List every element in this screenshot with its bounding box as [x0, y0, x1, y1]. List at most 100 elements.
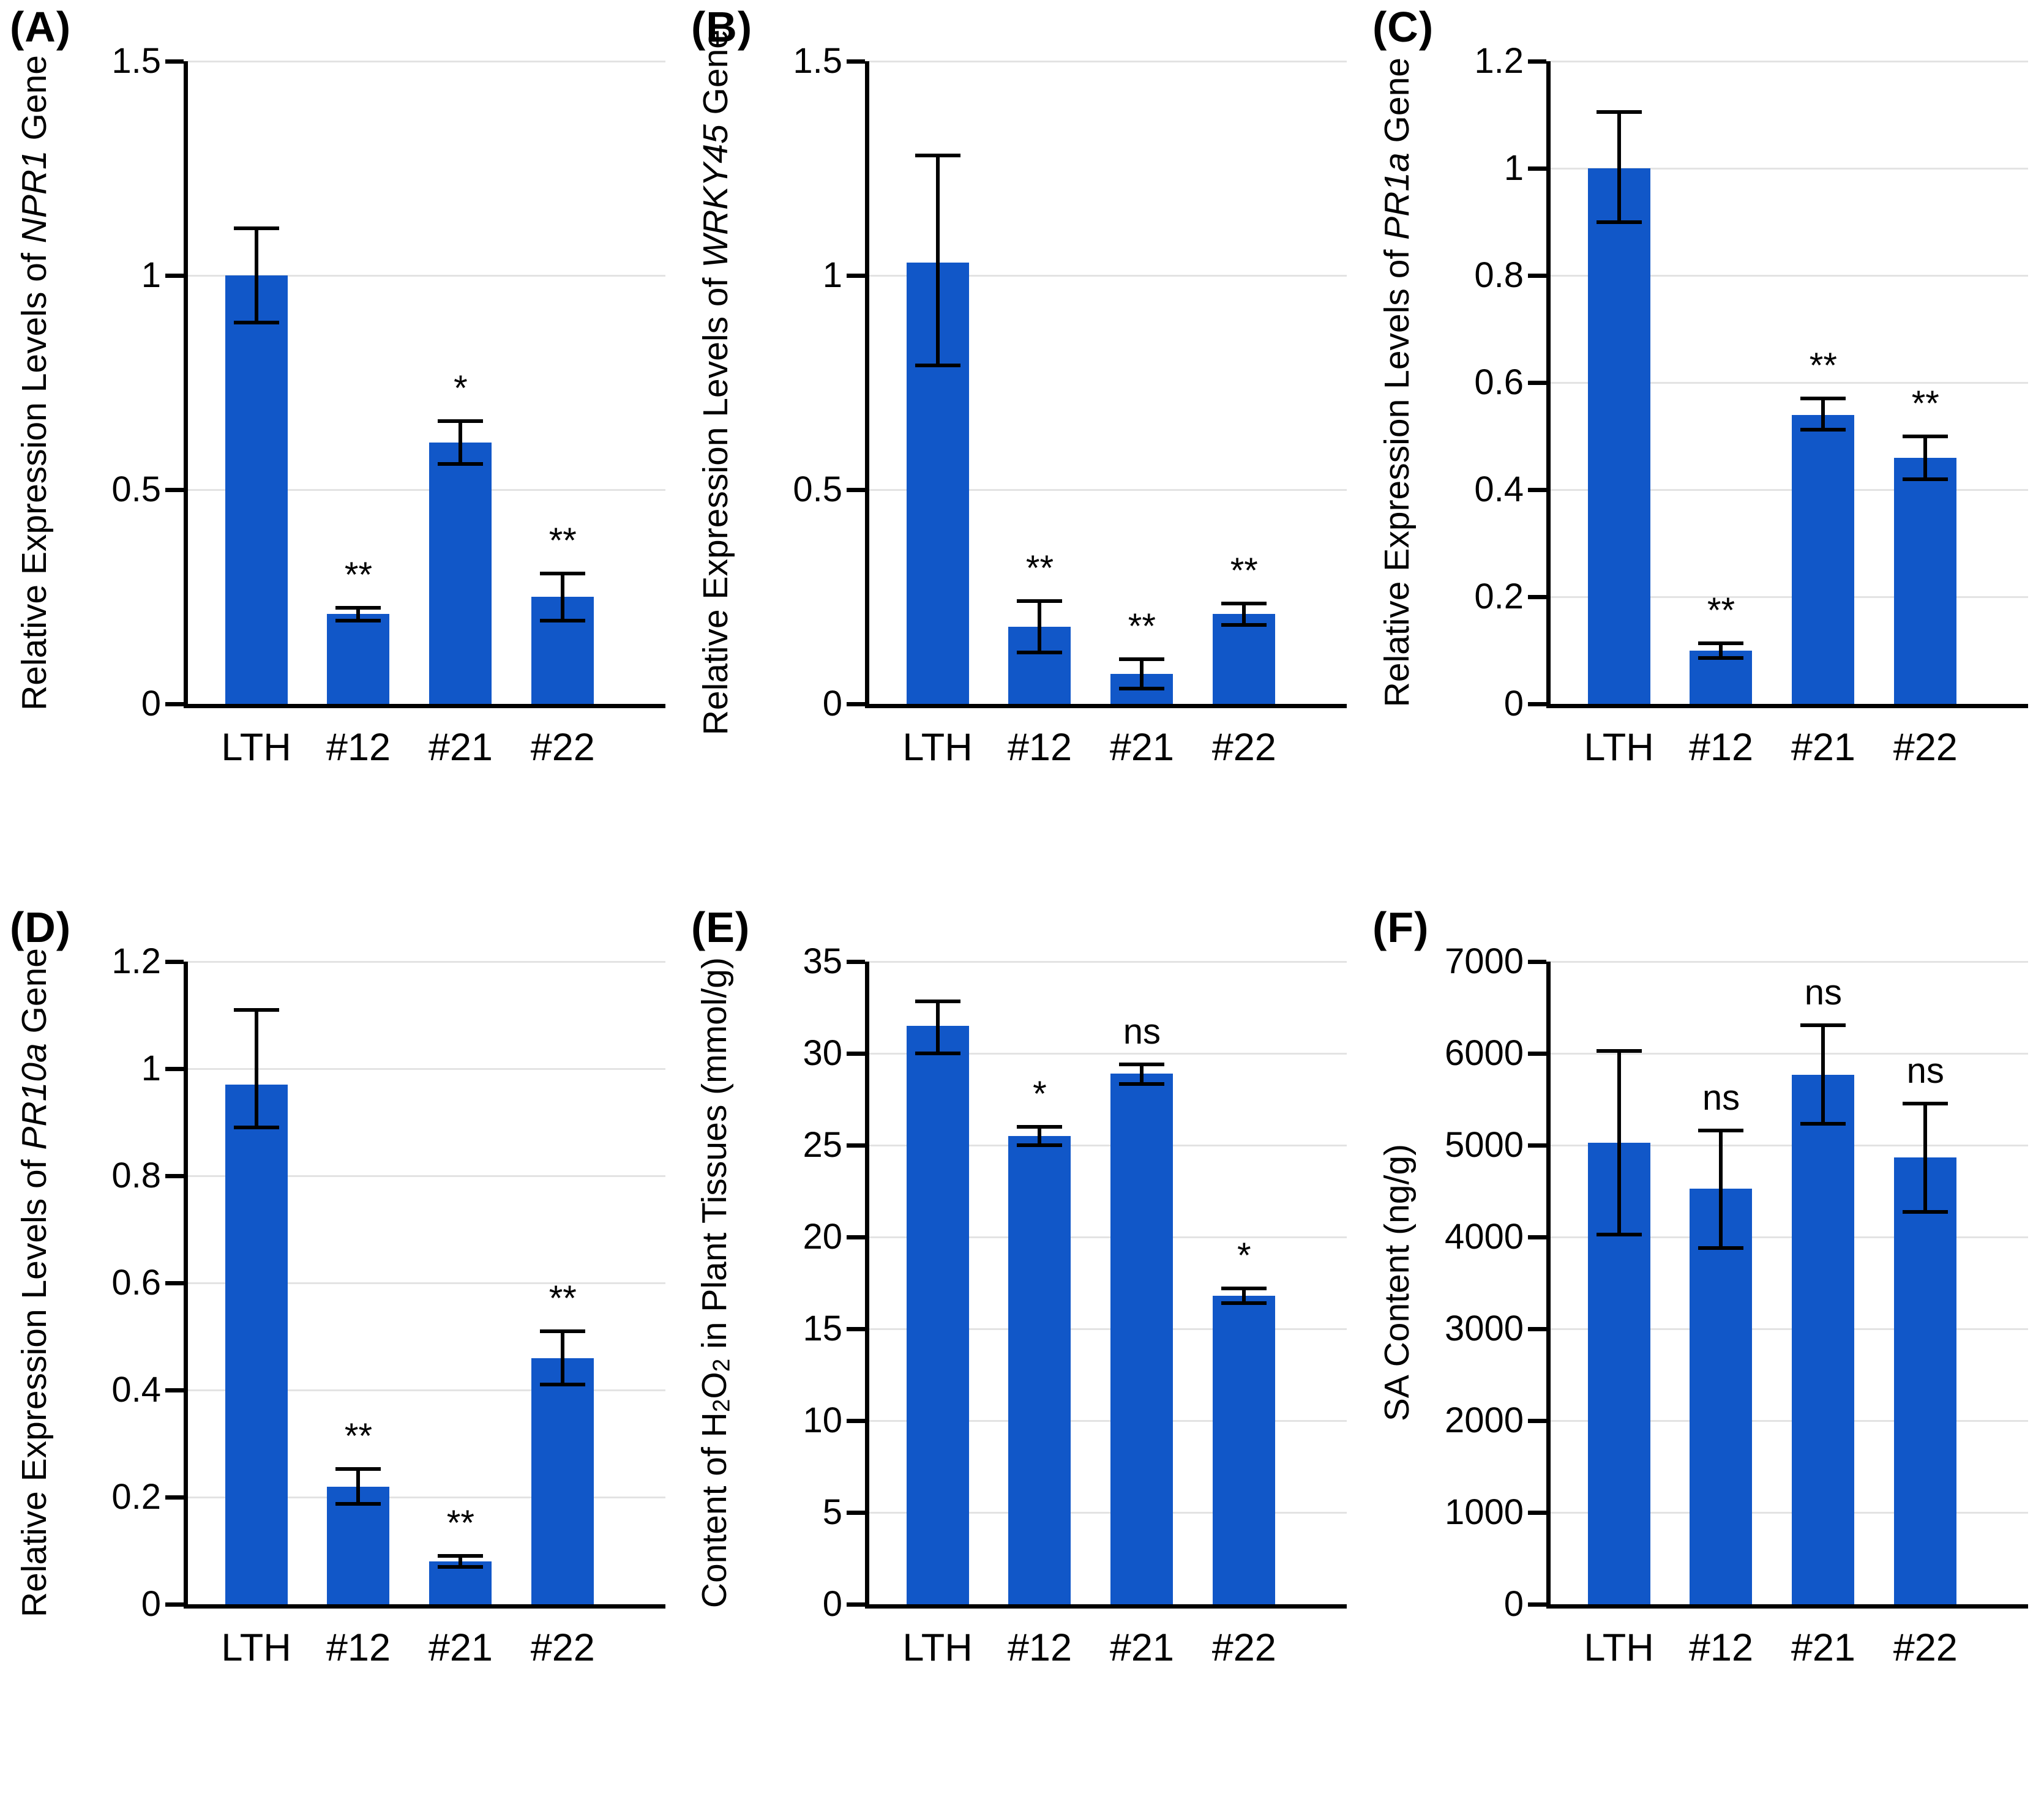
bar-num21 [429, 443, 492, 704]
y-tick-label: 6000 [1444, 1033, 1524, 1073]
y-axis-title-box: Relative Expression Levels of WRKY45 Gen… [685, 29, 746, 735]
y-tick-mark [165, 701, 184, 706]
y-axis-title: Relative Expression Levels of WRKY45 Gen… [695, 29, 735, 736]
x-tick-label: #22 [1211, 1626, 1276, 1669]
y-tick-label: 1 [141, 1048, 161, 1088]
x-tick-label: #22 [1893, 726, 1958, 769]
error-bar-cap [1119, 1063, 1165, 1066]
y-tick-label: 3000 [1444, 1309, 1524, 1348]
significance-label: ** [548, 520, 577, 561]
y-tick-label: 0.2 [111, 1477, 161, 1517]
error-bar-cap [1119, 657, 1165, 662]
error-bar-cap [1903, 1101, 1949, 1105]
y-tick-label: 0.4 [111, 1370, 161, 1410]
y-tick-mark [1528, 59, 1546, 64]
y-tick-mark [165, 273, 184, 278]
error-bar-cap [1800, 1023, 1846, 1028]
y-tick-mark [847, 59, 865, 64]
error-bar-cap [1596, 1049, 1642, 1053]
error-bar-cap [335, 1502, 381, 1506]
bar-num22 [531, 1358, 594, 1604]
gridline [869, 960, 1347, 963]
y-axis-title-text: in Plant Tissues (mmol/g) [694, 957, 734, 1359]
error-bar-cap [540, 1329, 586, 1333]
y-axis-title-text: Relative Expression Levels of [1377, 240, 1417, 708]
y-tick-label: 0 [141, 1584, 161, 1624]
error-bar [1140, 659, 1144, 689]
plot-area: 0 0.5 1 1.5 LTH ** #12 * #21 ** #22 [111, 43, 665, 767]
gridline [188, 1175, 665, 1177]
y-tick-label: 0.5 [793, 469, 842, 509]
y-tick-mark [1528, 594, 1546, 599]
y-axis-title-text: SA Content (ng/g) [1377, 1144, 1417, 1422]
y-tick-mark [847, 1326, 865, 1331]
x-tick-label: LTH [902, 726, 973, 769]
y-tick-mark [165, 487, 184, 492]
error-bar-cap [540, 618, 586, 622]
x-tick-label: #12 [326, 1626, 391, 1669]
gridline [869, 60, 1347, 62]
significance-label: ns [1906, 1050, 1944, 1091]
bar-num12 [327, 614, 390, 704]
error-bar [561, 1331, 565, 1385]
gridline [869, 1052, 1347, 1055]
y-tick-mark [1528, 701, 1546, 706]
error-bar-cap [915, 999, 960, 1003]
y-axis-title-text: Content of H [694, 1412, 734, 1609]
error-bar [1923, 436, 1928, 479]
error-bar [356, 1468, 361, 1504]
gridline [869, 1328, 1347, 1330]
error-bar-cap [915, 154, 960, 157]
bar-num21 [1792, 1074, 1855, 1604]
error-bar-cap [1017, 1125, 1063, 1129]
significance-label: ** [1230, 551, 1258, 591]
y-tick-label: 1 [141, 255, 161, 295]
error-bar [935, 1001, 940, 1053]
gridline [1551, 1144, 2028, 1146]
y-axis-title-text: Relative Expression Levels of [695, 268, 735, 736]
bar-LTH [225, 275, 288, 704]
y-tick-label: 1.2 [1474, 41, 1524, 81]
error-bar-cap [540, 571, 586, 575]
y-tick-label: 1.2 [111, 941, 161, 981]
gridline [1551, 60, 2028, 62]
y-tick-mark [1528, 487, 1546, 492]
x-tick-label: LTH [1584, 1626, 1654, 1669]
y-tick-mark [847, 959, 865, 964]
error-bar-cap [540, 1383, 586, 1387]
y-tick-mark [1528, 1510, 1546, 1515]
gridline [869, 1236, 1347, 1238]
y-tick-mark [847, 1602, 865, 1607]
y-axis-title: SA Content (ng/g) [1377, 1144, 1417, 1422]
y-tick-label: 5 [822, 1492, 842, 1532]
error-bar-cap [1698, 1129, 1744, 1132]
error-bar-cap [915, 1052, 960, 1055]
x-tick-label: #21 [1109, 726, 1174, 769]
y-tick-label: 1 [1503, 148, 1524, 188]
y-tick-mark [847, 701, 865, 706]
gridline [1551, 1236, 2028, 1238]
panel-b: (B) Relative Expression Levels of WRKY45 … [681, 0, 1363, 894]
y-tick-mark [847, 273, 865, 278]
plot-area: 0 1000 2000 3000 4000 5000 6000 7000 LTH ns #12 ns #… [1445, 944, 2028, 1667]
x-tick-label: #21 [1791, 726, 1855, 769]
panel-e: (E) Content of H2O2 in Plant Tissues (mmo… [681, 900, 1363, 1794]
significance-label: * [1033, 1074, 1047, 1114]
y-axis-title-sub: 2 [708, 1359, 735, 1372]
gridline [1551, 488, 2028, 491]
x-tick-label: LTH [1584, 726, 1654, 769]
error-bar [1038, 1127, 1042, 1145]
significance-label: ** [1809, 346, 1837, 386]
x-tick-label: LTH [221, 726, 291, 769]
gridline [1551, 1328, 2028, 1330]
error-bar-cap [1800, 1121, 1846, 1126]
error-bar-cap [438, 1564, 484, 1569]
significance-label: ** [1025, 548, 1054, 588]
y-axis-title: Relative Expression Levels of PR1a Gene [1377, 58, 1417, 708]
gridline [1551, 1511, 2028, 1514]
y-axis-title-gene: NPR1 [14, 149, 54, 243]
significance-label: ns [1804, 973, 1843, 1013]
y-tick-mark [847, 487, 865, 492]
y-tick-label: 1.5 [111, 41, 161, 81]
panel-a: (A) Relative Expression Levels of NPR1 Ge… [0, 0, 681, 894]
